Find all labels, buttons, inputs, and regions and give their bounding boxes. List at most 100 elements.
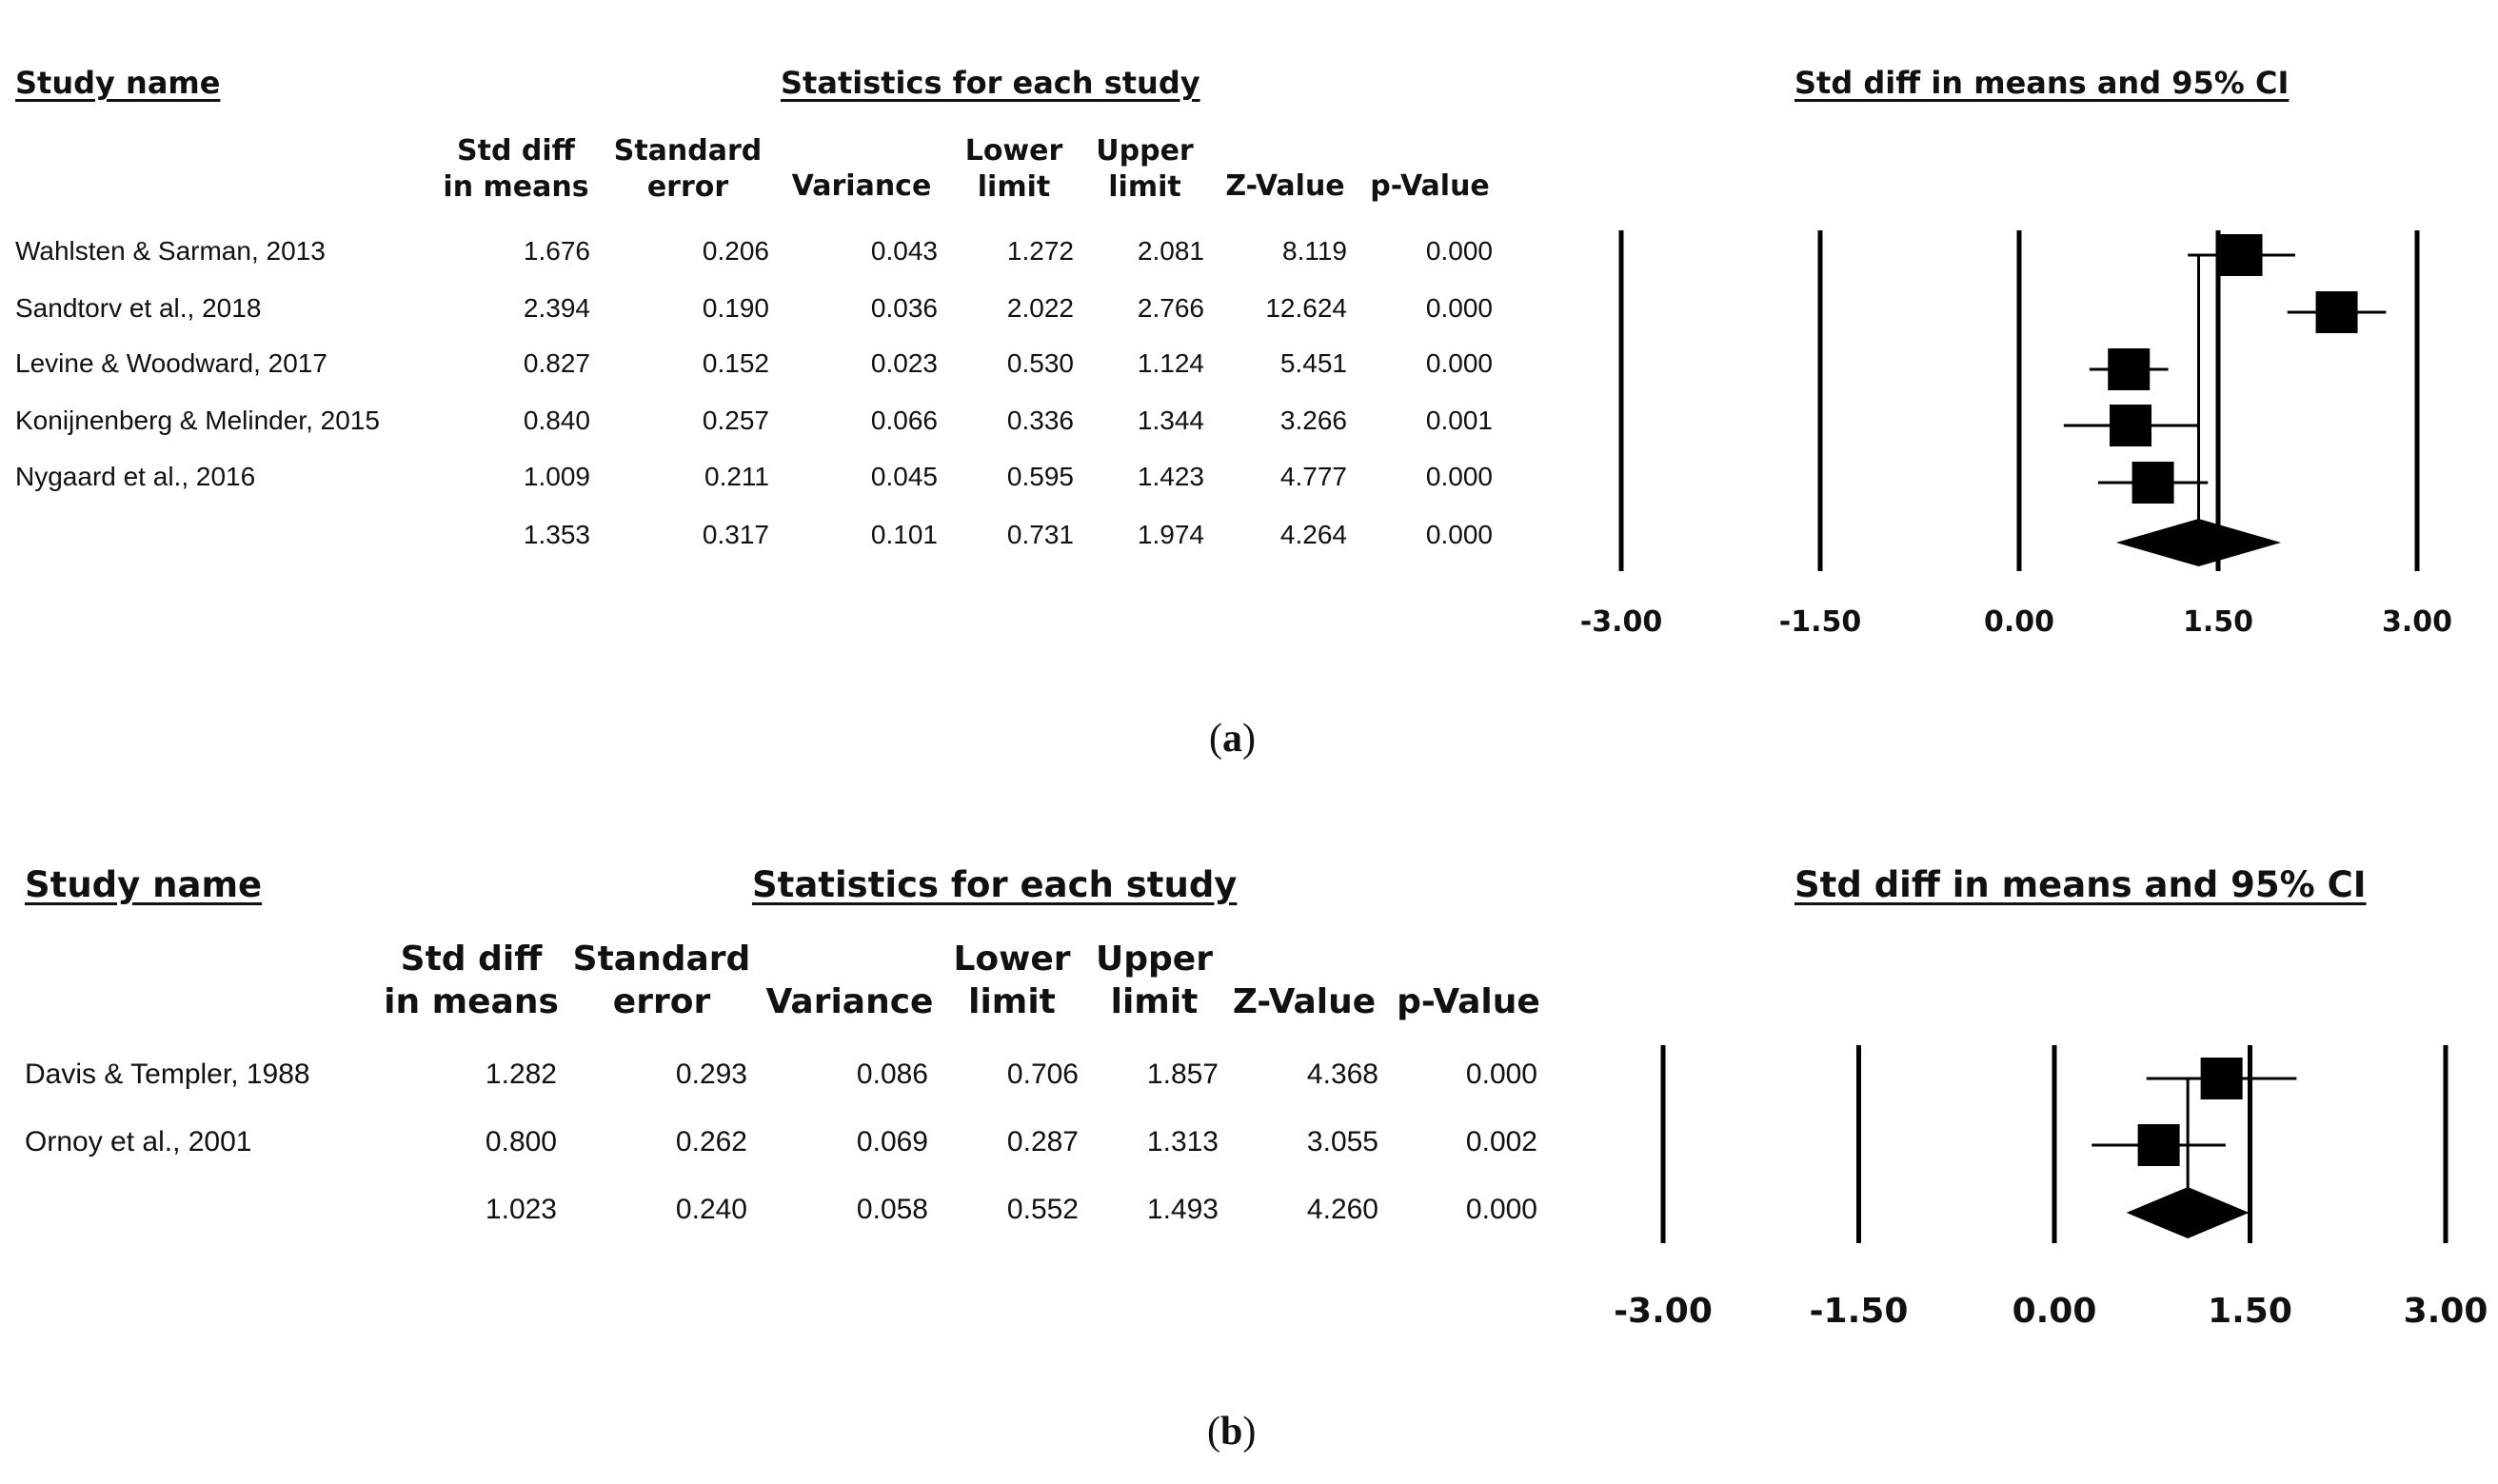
col-header-zvalue: Z-Value [1225, 169, 1345, 203]
value-cell: 12.624 [1265, 293, 1347, 323]
tick-label: 1.50 [2183, 605, 2253, 639]
col-header-std-error: Standard error [613, 134, 763, 204]
value-cell: 0.043 [870, 236, 938, 266]
col-header-upper: Upper limit [1096, 940, 1213, 1021]
tick-label: -3.00 [1580, 605, 1662, 639]
study-name-cell: Davis & Templer, 1988 [25, 1059, 310, 1090]
tick-label: 0.00 [1984, 605, 2054, 639]
value-cell: 0.069 [856, 1126, 928, 1158]
value-cell: 1.423 [1137, 462, 1204, 491]
col-header-lower: Lower limit [953, 940, 1071, 1021]
col-header-pvalue: p-Value [1370, 169, 1490, 203]
value-cell: 0.206 [702, 236, 769, 266]
tick-label: 3.00 [2404, 1292, 2488, 1331]
value-cell: 0.190 [702, 293, 769, 323]
effect-size-marker [2220, 234, 2263, 276]
value-cell: 0.058 [856, 1194, 928, 1225]
col-header-lower: Lower limit [964, 134, 1063, 204]
value-cell: 1.974 [1137, 520, 1204, 549]
tick-label: 3.00 [2382, 605, 2452, 639]
study-name-header: Study name [25, 864, 263, 905]
plot-header: Std diff in means and 95% CI [1794, 65, 2290, 101]
value-cell: 1.023 [485, 1194, 557, 1225]
value-cell: 0.101 [870, 520, 938, 549]
value-cell: 0.001 [1425, 406, 1493, 435]
tick-label: -3.00 [1614, 1292, 1713, 1331]
value-cell: 3.266 [1279, 406, 1347, 435]
value-cell: 0.000 [1425, 348, 1493, 378]
value-cell: 1.676 [523, 236, 590, 266]
plot-header: Std diff in means and 95% CI [1794, 864, 2367, 905]
value-cell: 1.857 [1146, 1059, 1219, 1090]
value-cell: 0.045 [870, 462, 938, 491]
effect-size-marker [2110, 405, 2152, 446]
value-cell: 2.394 [523, 293, 590, 323]
value-cell: 0.827 [523, 348, 590, 378]
col-header-pvalue: p-Value [1397, 982, 1540, 1021]
value-cell: 0.840 [523, 406, 590, 435]
value-cell: 5.451 [1279, 348, 1347, 378]
value-cell: 0.530 [1006, 348, 1074, 378]
value-cell: 0.257 [702, 406, 769, 435]
panel-label-a: (a) [1209, 717, 1256, 761]
value-cell: 1.009 [523, 462, 590, 491]
value-cell: 0.000 [1425, 520, 1493, 549]
value-cell: 1.353 [523, 520, 590, 549]
stats-header: Statistics for each study [752, 864, 1238, 905]
study-name-cell: Wahlsten & Sarman, 2013 [15, 236, 326, 266]
value-cell: 0.336 [1006, 406, 1074, 435]
value-cell: 2.022 [1006, 293, 1074, 323]
value-cell: 1.124 [1137, 348, 1204, 378]
col-header-std-diff: Std diff in means [384, 940, 559, 1021]
effect-size-marker [2108, 348, 2151, 390]
study-name-cell: Sandtorv et al., 2018 [15, 293, 262, 323]
col-header-variance: Variance [765, 982, 934, 1021]
value-cell: 0.002 [1465, 1126, 1537, 1158]
tick-label: -1.50 [1810, 1292, 1909, 1331]
col-header-zvalue: Z-Value [1232, 982, 1377, 1021]
effect-size-marker [2200, 1058, 2243, 1099]
summary-diamond [2126, 1187, 2250, 1238]
value-cell: 0.086 [856, 1059, 928, 1090]
study-name-cell: Konijnenberg & Melinder, 2015 [15, 406, 380, 435]
value-cell: 0.023 [870, 348, 938, 378]
value-cell: 1.313 [1146, 1126, 1219, 1158]
col-header-variance: Variance [791, 169, 932, 203]
value-cell: 0.595 [1006, 462, 1074, 491]
value-cell: 0.731 [1006, 520, 1074, 549]
value-cell: 0.036 [870, 293, 938, 323]
value-cell: 0.066 [870, 406, 938, 435]
tick-label: -1.50 [1779, 605, 1861, 639]
value-cell: 4.777 [1279, 462, 1347, 491]
panel-label-b: (b) [1207, 1410, 1257, 1454]
study-name-cell: Levine & Woodward, 2017 [15, 348, 327, 378]
col-header-std-diff: Std diff in means [443, 134, 589, 204]
tick-label: 0.00 [2012, 1292, 2097, 1331]
value-cell: 0.000 [1465, 1059, 1537, 1090]
value-cell: 4.260 [1306, 1194, 1378, 1225]
value-cell: 0.000 [1425, 236, 1493, 266]
value-cell: 0.800 [485, 1126, 557, 1158]
value-cell: 0.211 [704, 462, 769, 491]
value-cell: 0.000 [1425, 293, 1493, 323]
effect-size-marker [2137, 1124, 2180, 1166]
value-cell: 1.344 [1137, 406, 1204, 435]
value-cell: 0.293 [675, 1059, 747, 1090]
value-cell: 1.282 [485, 1059, 557, 1090]
value-cell: 0.152 [702, 348, 769, 378]
value-cell: 8.119 [1282, 236, 1347, 266]
tick-label: 1.50 [2208, 1292, 2292, 1331]
value-cell: 1.493 [1146, 1194, 1219, 1225]
study-name-header: Study name [15, 65, 221, 101]
effect-size-marker [2131, 462, 2174, 504]
value-cell: 0.317 [702, 520, 769, 549]
summary-diamond [2115, 519, 2282, 566]
value-cell: 0.262 [675, 1126, 747, 1158]
value-cell: 0.240 [675, 1194, 747, 1225]
col-header-std-error: Standard error [572, 940, 751, 1021]
value-cell: 1.272 [1006, 236, 1074, 266]
value-cell: 4.264 [1279, 520, 1347, 549]
stats-header: Statistics for each study [781, 65, 1200, 101]
value-cell: 0.706 [1006, 1059, 1079, 1090]
value-cell: 0.000 [1425, 462, 1493, 491]
